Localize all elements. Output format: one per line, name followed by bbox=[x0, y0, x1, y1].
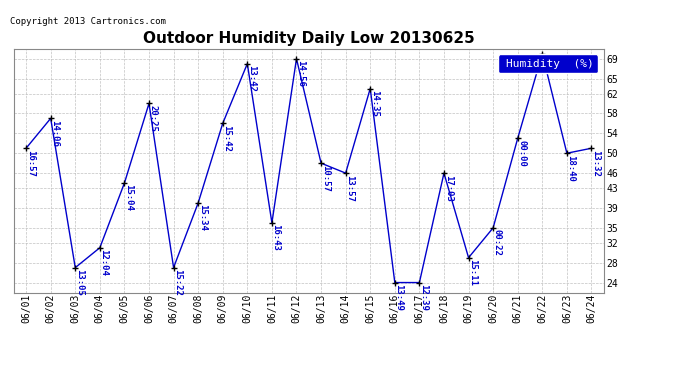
Text: 15:04: 15:04 bbox=[124, 184, 133, 211]
Text: Copyright 2013 Cartronics.com: Copyright 2013 Cartronics.com bbox=[10, 17, 166, 26]
Text: 13:05: 13:05 bbox=[75, 269, 84, 296]
Text: 15:22: 15:22 bbox=[173, 269, 182, 296]
Text: 13:32: 13:32 bbox=[591, 150, 600, 177]
Text: 14:06: 14:06 bbox=[50, 120, 59, 147]
Text: 00:00: 00:00 bbox=[518, 140, 526, 166]
Text: 15:11: 15:11 bbox=[469, 259, 477, 286]
Legend: Humidity  (%): Humidity (%) bbox=[498, 54, 598, 73]
Text: 13:42: 13:42 bbox=[247, 65, 256, 92]
Text: 12:04: 12:04 bbox=[99, 249, 108, 276]
Text: 14:35: 14:35 bbox=[370, 90, 379, 117]
Text: 15:34: 15:34 bbox=[198, 204, 207, 231]
Text: 12:39: 12:39 bbox=[419, 284, 428, 311]
Text: 13:57: 13:57 bbox=[345, 174, 354, 201]
Text: 17:03: 17:03 bbox=[444, 174, 453, 201]
Text: 18:40: 18:40 bbox=[566, 154, 575, 182]
Text: 16:43: 16:43 bbox=[272, 224, 281, 251]
Text: 20:25: 20:25 bbox=[148, 105, 157, 132]
Text: 00:22: 00:22 bbox=[493, 229, 502, 256]
Text: 10:57: 10:57 bbox=[321, 165, 330, 191]
Text: 13:49: 13:49 bbox=[395, 284, 404, 311]
Title: Outdoor Humidity Daily Low 20130625: Outdoor Humidity Daily Low 20130625 bbox=[143, 31, 475, 46]
Text: 14:56: 14:56 bbox=[296, 60, 305, 87]
Text: 15:42: 15:42 bbox=[222, 125, 231, 152]
Text: 16:57: 16:57 bbox=[26, 150, 34, 177]
